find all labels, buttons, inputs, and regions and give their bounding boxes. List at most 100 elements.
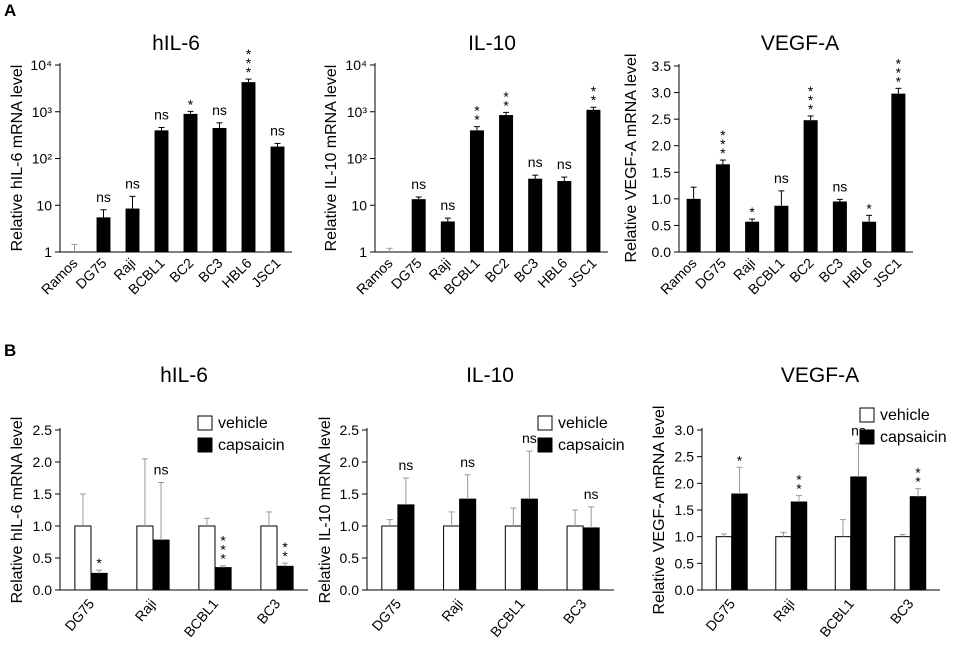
significance-label: ns — [96, 189, 111, 205]
bar-vehicle — [260, 525, 278, 591]
x-tick-label: BCBL1 — [181, 595, 222, 639]
legend: vehicle capsaicin — [197, 415, 285, 454]
x-tick-label: Raji — [770, 596, 798, 625]
legend-label: vehicle — [558, 415, 608, 432]
y-tick-label: 0.5 — [652, 217, 672, 233]
y-tick-label: 0.5 — [33, 550, 53, 566]
y-tick-label: 1.5 — [652, 164, 672, 180]
chart-title: VEGF-A — [781, 364, 859, 387]
significance-star: * — [474, 103, 480, 119]
significance-star: * — [282, 539, 288, 555]
bar — [125, 208, 140, 252]
y-tick-label: 10³ — [347, 104, 368, 120]
legend-swatch-vehicle — [859, 407, 875, 423]
significance-star: * — [591, 83, 597, 99]
significance-star: * — [808, 83, 814, 99]
significance-label: ns — [774, 170, 789, 186]
chart-5: IL-10 Relative IL-10 mRNA level 0.0 0.5 1.0 1… — [317, 364, 625, 640]
significance-star: * — [808, 101, 814, 117]
chart-title: IL-10 — [466, 364, 514, 387]
significance-label: ns — [212, 102, 227, 118]
legend: vehicle capsaicin — [859, 407, 947, 446]
bar — [557, 181, 572, 252]
y-tick-label: 3.0 — [675, 422, 695, 438]
legend-label: capsaicin — [218, 437, 285, 454]
legend-label: capsaicin — [558, 437, 625, 454]
bar-vehicle — [504, 525, 522, 591]
bar-vehicle — [136, 525, 154, 591]
significance-star: * — [246, 46, 252, 62]
bar — [96, 217, 111, 252]
x-tick-label: HBL6 — [219, 255, 255, 291]
bar — [528, 178, 543, 252]
chart-title: VEGF-A — [761, 32, 839, 55]
y-tick-label: 0.0 — [340, 582, 360, 598]
y-tick-label: 1.5 — [675, 502, 695, 518]
bar-capsaicin — [731, 493, 748, 591]
chart-1: hIL-6 Relative hIL-6 mRNA level 1 10 10² 10³ 1… — [9, 32, 292, 297]
bar — [745, 221, 760, 252]
bar-capsaicin — [214, 567, 232, 591]
x-tick-label: HBL6 — [534, 255, 570, 291]
chart-6: VEGF-A Relative VEGF-A mRNA level 0.0 0.5 1.… — [651, 364, 947, 640]
y-axis-label: Relative VEGF-A mRNA level — [623, 54, 640, 263]
chart-title: hIL-6 — [160, 364, 208, 387]
x-tick-label: JSC1 — [248, 255, 284, 291]
y-axis-label: Relative IL-10 mRNA level — [323, 65, 340, 252]
x-tick-label: BCBL1 — [816, 595, 857, 639]
x-tick-label: HBL6 — [839, 255, 875, 291]
significance-label: ns — [584, 486, 599, 502]
bar-capsaicin — [850, 476, 867, 591]
bar — [803, 120, 818, 252]
y-tick-label: 2.0 — [33, 454, 53, 470]
y-tick-label: 10⁴ — [345, 57, 367, 73]
legend-label: vehicle — [880, 407, 930, 424]
x-tick-label: DG75 — [72, 255, 109, 292]
y-tick-label: 3.5 — [652, 58, 672, 74]
chart-3: VEGF-A Relative VEGF-A mRNA level 0.0 0.5 1.… — [623, 32, 913, 297]
significance-label: ns — [399, 457, 414, 473]
y-tick-label: 0.0 — [652, 244, 672, 260]
y-tick-label: 0.0 — [33, 582, 53, 598]
bar — [469, 130, 484, 252]
y-tick-label: 1 — [359, 244, 367, 260]
chart-2: IL-10 Relative IL-10 mRNA level 1 10 10² 10³ 1… — [323, 32, 608, 297]
significance-star: * — [474, 112, 480, 128]
legend-label: vehicle — [218, 415, 268, 432]
y-axis-label: Relative hIL-6 mRNA level — [9, 417, 26, 604]
y-tick-label: 1 — [44, 244, 52, 260]
significance-star: * — [246, 55, 252, 71]
significance-star: * — [720, 145, 726, 161]
y-tick-label: 2.0 — [340, 454, 360, 470]
y-tick-label: 10³ — [32, 104, 53, 120]
bar-capsaicin — [520, 498, 538, 591]
bar-capsaicin — [397, 504, 415, 591]
significance-star: * — [220, 542, 226, 558]
bar — [411, 199, 426, 252]
significance-star: * — [720, 127, 726, 143]
significance-star: * — [749, 204, 755, 220]
significance-star: * — [246, 64, 252, 80]
significance-star: * — [188, 96, 194, 112]
x-tick-label: BC3 — [560, 595, 590, 626]
bar — [862, 221, 877, 252]
bar — [270, 146, 285, 252]
bar-capsaicin — [276, 565, 294, 591]
bar-capsaicin — [459, 498, 477, 591]
y-tick-label: 10⁴ — [30, 57, 52, 73]
chart-title: hIL-6 — [152, 32, 200, 55]
x-tick-label: DG75 — [692, 255, 729, 292]
bar — [586, 109, 601, 252]
x-tick-label: JSC1 — [564, 255, 600, 291]
bar-capsaicin — [909, 496, 927, 591]
bar-vehicle — [894, 536, 911, 591]
bar — [212, 127, 227, 252]
significance-star: * — [915, 465, 921, 481]
bar-vehicle — [566, 525, 584, 591]
y-tick-label: 10² — [347, 151, 368, 167]
bar — [774, 205, 789, 252]
significance-star: * — [915, 474, 921, 490]
bar-capsaicin — [582, 527, 600, 591]
x-tick-label: BC2 — [166, 255, 197, 286]
significance-star: * — [220, 533, 226, 549]
